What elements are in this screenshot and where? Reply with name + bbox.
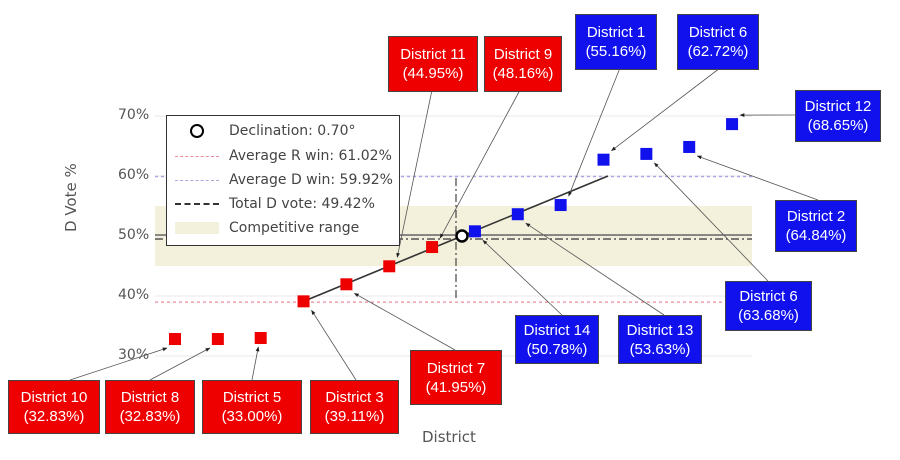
d-line-swatch <box>175 179 219 181</box>
label-name: District 2 <box>786 208 846 225</box>
annotation-arrow <box>396 89 433 258</box>
data-label: District 13 (53.63%) <box>618 315 702 364</box>
data-label: District 3 (39.11%) <box>310 380 399 434</box>
annotation-arrow <box>439 89 521 239</box>
annotation-arrow <box>696 155 819 201</box>
data-point <box>511 208 524 221</box>
annotation-arrow <box>251 346 260 381</box>
label-name: District 12 <box>804 98 872 115</box>
annotation-arrow <box>525 222 665 316</box>
annotation-arrow <box>149 347 211 381</box>
annotation-arrow <box>311 309 357 381</box>
label-name: District 13 <box>626 321 694 339</box>
annotation-arrow <box>482 239 563 316</box>
data-point <box>640 147 653 160</box>
label-value: (41.95%) <box>425 378 487 396</box>
annotation-arrow <box>568 67 621 197</box>
label-name: District 7 <box>426 359 486 377</box>
data-point <box>468 225 481 238</box>
annotation-arrow <box>654 162 769 282</box>
data-label: District 6 (62.72%) <box>677 14 759 70</box>
total-line-swatch <box>175 203 219 205</box>
data-label: District 8 (32.83%) <box>105 380 195 434</box>
label-name: District 8 <box>120 389 180 406</box>
label-value: (33.00%) <box>221 408 283 425</box>
y-tick-label: 70% <box>118 107 150 123</box>
annotation-arrow <box>611 67 721 151</box>
data-label: District 10 (32.83%) <box>8 380 100 434</box>
legend: Declination: 0.70° Average R win: 61.02%… <box>166 115 400 246</box>
data-label: District 6 (63.68%) <box>725 281 812 331</box>
data-label: District 12 (68.65%) <box>795 90 881 142</box>
data-point <box>254 332 267 344</box>
annotation-arrow <box>69 347 168 381</box>
label-value: (44.95%) <box>402 65 464 82</box>
legend-item-declination: Declination: 0.70° <box>167 120 355 142</box>
data-label: District 7 (41.95%) <box>410 350 502 405</box>
data-label: District 9 (48.16%) <box>484 36 562 92</box>
y-tick-label: 60% <box>118 167 150 183</box>
y-tick-label: 50% <box>118 227 150 243</box>
y-tick-label: 30% <box>118 347 150 363</box>
data-label: District 11 (44.95%) <box>388 36 478 92</box>
y-axis-label: D Vote % <box>62 163 80 232</box>
data-point <box>297 295 310 308</box>
legend-item-avg-d: Average D win: 59.92% <box>167 169 393 191</box>
label-name: District 6 <box>739 288 798 305</box>
label-name: District 6 <box>688 24 748 41</box>
data-label: District 2 (64.84%) <box>775 200 857 252</box>
data-point <box>211 333 224 346</box>
label-value: (39.11%) <box>324 408 385 425</box>
legend-item-avg-r: Average R win: 61.02% <box>167 145 392 167</box>
label-name: District 9 <box>493 46 553 63</box>
label-name: District 3 <box>325 389 384 406</box>
declination-point <box>455 229 469 243</box>
label-value: (63.68%) <box>738 307 799 324</box>
r-line-swatch <box>175 155 219 157</box>
label-value: (68.65%) <box>807 117 869 134</box>
y-tick-label: 40% <box>118 287 150 303</box>
label-value: (48.16%) <box>492 65 554 82</box>
band-swatch <box>175 222 219 234</box>
data-label: District 1 (55.16%) <box>575 14 657 70</box>
label-name: District 14 <box>523 321 591 339</box>
declination-marker-icon <box>175 124 219 138</box>
x-axis-label: District <box>422 428 476 446</box>
annotation-arrow <box>353 292 456 351</box>
data-point <box>597 153 610 166</box>
data-point <box>383 260 396 273</box>
label-value: (32.83%) <box>119 408 181 425</box>
data-point <box>683 140 696 153</box>
data-label: District 14 (50.78%) <box>515 315 599 364</box>
label-value: (50.78%) <box>526 340 588 358</box>
legend-item-total-d: Total D vote: 49.42% <box>167 193 375 215</box>
label-value: (55.16%) <box>585 43 647 60</box>
data-point <box>726 118 739 131</box>
label-value: (64.84%) <box>785 227 847 244</box>
label-value: (53.63%) <box>629 340 691 358</box>
label-name: District 10 <box>20 389 88 406</box>
label-name: District 1 <box>586 24 646 41</box>
data-label: District 5 (33.00%) <box>202 380 302 434</box>
label-name: District 11 <box>400 46 466 63</box>
data-point <box>426 241 439 254</box>
legend-item-competitive: Competitive range <box>167 217 359 239</box>
data-point <box>340 278 353 291</box>
label-value: (62.72%) <box>687 43 749 60</box>
data-point <box>169 333 181 346</box>
d-slope-line <box>461 175 609 237</box>
label-value: (32.83%) <box>23 408 85 425</box>
data-point <box>554 199 567 212</box>
label-name: District 5 <box>222 389 282 406</box>
